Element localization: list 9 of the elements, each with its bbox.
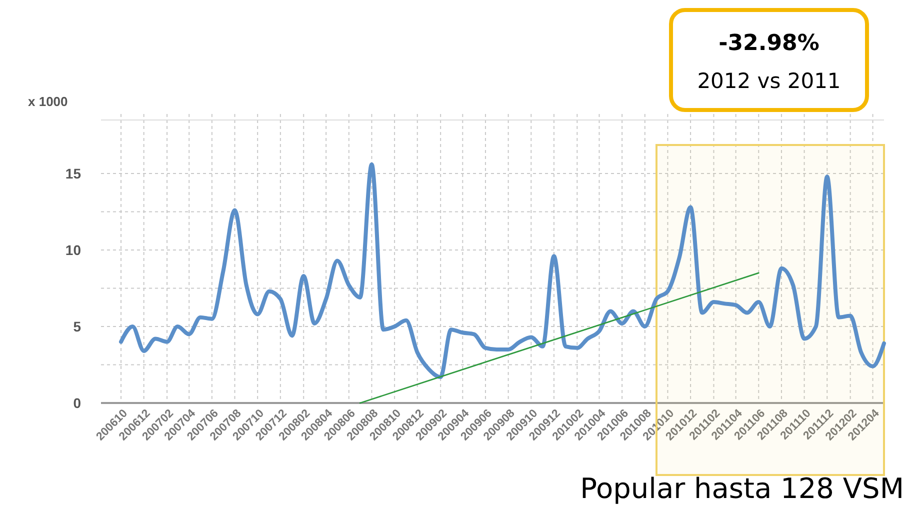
y-tick-label: 15 xyxy=(65,165,82,182)
text: Popular hasta 128 VSM xyxy=(580,472,904,505)
text: -32.98% xyxy=(718,31,820,56)
y-axis-title: x 1000 xyxy=(28,94,68,109)
y-tick-label: 5 xyxy=(73,318,82,334)
y-tick-label: 0 xyxy=(73,394,82,411)
line-series xyxy=(119,162,886,379)
y-tick-label: 10 xyxy=(65,242,82,258)
text: 2012 vs 2011 xyxy=(697,69,841,93)
